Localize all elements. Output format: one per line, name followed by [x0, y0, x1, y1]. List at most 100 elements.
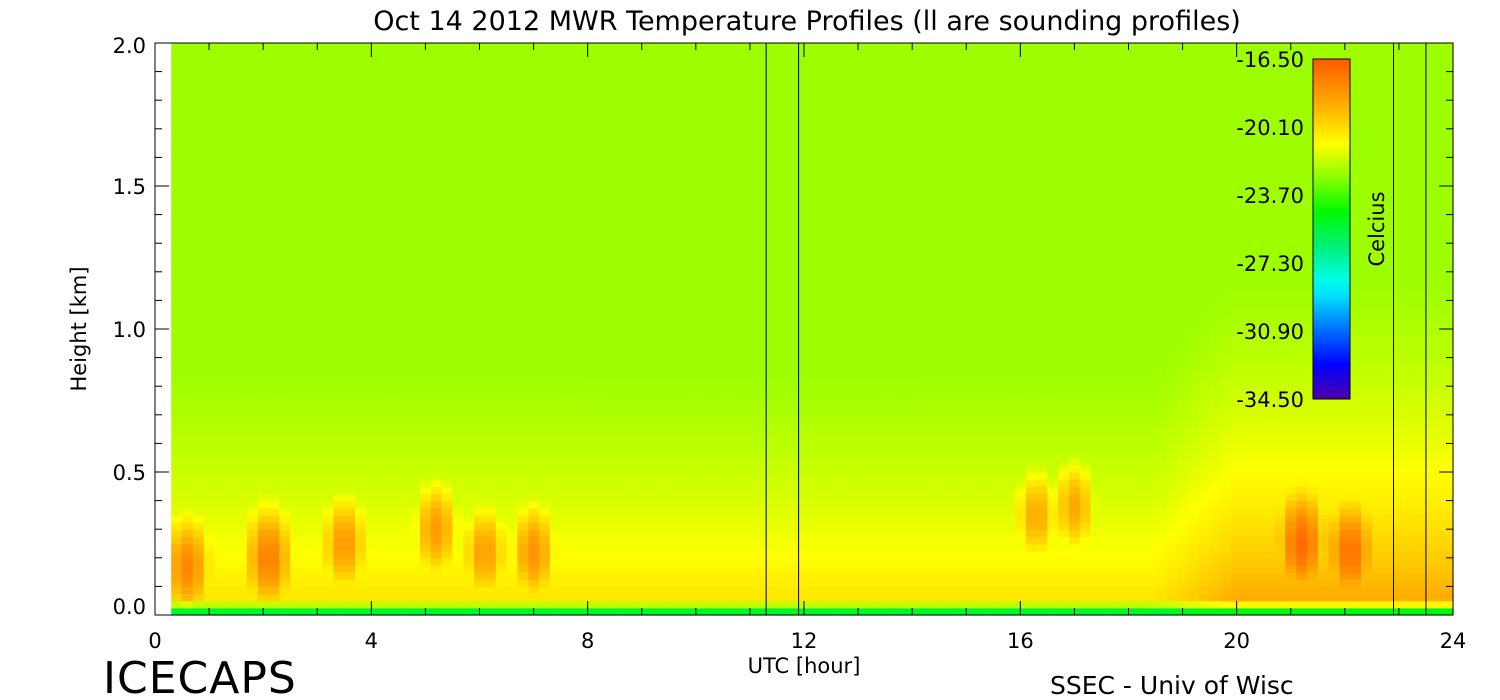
heatmap-cell — [257, 407, 270, 416]
heatmap-cell — [744, 300, 756, 309]
heatmap-cell — [344, 264, 356, 273]
heatmap-cell — [549, 607, 562, 616]
heatmap-cell — [690, 407, 702, 416]
heatmap-cell — [549, 450, 562, 459]
heatmap-cell — [647, 329, 659, 337]
heatmap-cell — [593, 171, 605, 180]
heatmap-cell — [355, 586, 367, 595]
heatmap-cell — [647, 336, 659, 344]
heatmap-cell — [582, 107, 594, 116]
heatmap-cell — [539, 357, 551, 366]
heatmap-cell — [755, 150, 767, 158]
heatmap-cell — [841, 371, 854, 380]
heatmap-cell — [463, 157, 475, 166]
heatmap-cell — [582, 121, 594, 130]
heatmap-cell — [203, 214, 216, 223]
heatmap-cell — [571, 193, 583, 201]
heatmap-cell — [257, 593, 270, 602]
heatmap-cell — [549, 443, 562, 452]
heatmap-cell — [517, 50, 529, 58]
heatmap-cell — [409, 271, 421, 280]
heatmap-cell — [365, 457, 378, 466]
heatmap-cell — [409, 314, 421, 323]
heatmap-cell — [387, 393, 399, 401]
heatmap-cell — [387, 464, 399, 473]
heatmap-cell — [701, 579, 713, 587]
heatmap-cell — [192, 271, 205, 280]
heatmap-cell — [603, 500, 616, 509]
heatmap-cell — [625, 214, 637, 223]
heatmap-cell — [463, 200, 475, 208]
heatmap-cell — [668, 507, 681, 516]
heatmap-cell — [636, 250, 648, 259]
heatmap-cell — [614, 407, 627, 416]
heatmap-cell — [733, 143, 746, 151]
heatmap-cell — [571, 307, 583, 316]
heatmap-cell — [236, 143, 248, 151]
heatmap-cell — [333, 250, 345, 259]
heatmap-cell — [614, 529, 627, 537]
heatmap-cell — [430, 50, 443, 58]
heatmap-cell — [712, 357, 724, 366]
heatmap-cell — [658, 479, 670, 487]
heatmap-cell — [236, 429, 248, 437]
heatmap-cell — [355, 307, 367, 316]
heatmap-cell — [290, 93, 302, 101]
heatmap-cell — [192, 50, 205, 58]
heatmap-cell — [831, 286, 843, 294]
heatmap-cell — [452, 479, 464, 487]
heatmap-cell — [430, 557, 443, 566]
heatmap-cell — [506, 386, 518, 394]
heatmap-cell — [571, 221, 583, 230]
heatmap-cell — [722, 400, 735, 409]
heatmap-cell — [452, 514, 464, 523]
heatmap-cell — [809, 257, 821, 266]
heatmap-cell — [279, 386, 291, 394]
heatmap-cell — [614, 286, 627, 294]
heatmap-cell — [831, 486, 843, 495]
heatmap-cell — [560, 321, 572, 330]
heatmap-cell — [365, 107, 378, 116]
heatmap-cell — [679, 550, 691, 559]
heatmap-cell — [625, 607, 637, 616]
heatmap-cell — [452, 350, 464, 359]
heatmap-cell — [225, 565, 237, 573]
heatmap-cell — [560, 579, 572, 587]
heatmap-cell — [355, 421, 367, 430]
heatmap-cell — [279, 600, 291, 609]
heatmap-cell — [636, 472, 648, 480]
heatmap-cell — [387, 586, 399, 595]
heatmap-cell — [355, 178, 367, 187]
heatmap-cell — [430, 464, 443, 473]
heatmap-cell — [301, 71, 313, 80]
heatmap-cell — [495, 78, 508, 87]
heatmap-cell — [225, 171, 237, 180]
heatmap-cell — [571, 350, 583, 359]
heatmap-cell — [301, 386, 313, 394]
heatmap-cell — [712, 414, 724, 423]
heatmap-cell — [614, 200, 627, 208]
heatmap-cell — [722, 507, 735, 516]
heatmap-cell — [831, 565, 843, 573]
heatmap-cell — [528, 550, 540, 559]
heatmap-cell — [777, 486, 789, 495]
heatmap-cell — [333, 114, 345, 123]
heatmap-cell — [365, 300, 378, 309]
heatmap-cell — [820, 236, 832, 244]
heatmap-cell — [733, 607, 746, 616]
heatmap-cell — [733, 300, 746, 309]
heatmap-cell — [625, 43, 637, 51]
heatmap-cell — [495, 50, 508, 58]
heatmap-cell — [582, 114, 594, 123]
heatmap-cell — [528, 150, 540, 158]
heatmap-cell — [171, 286, 183, 294]
heatmap-cell — [420, 314, 432, 323]
heatmap-cell — [355, 371, 367, 380]
heatmap-cell — [831, 529, 843, 537]
heatmap-cell — [506, 357, 518, 366]
heatmap-cell — [246, 200, 259, 208]
heatmap-cell — [430, 514, 443, 523]
heatmap-cell — [311, 178, 324, 187]
heatmap-cell — [463, 214, 475, 223]
heatmap-cell — [787, 171, 800, 180]
